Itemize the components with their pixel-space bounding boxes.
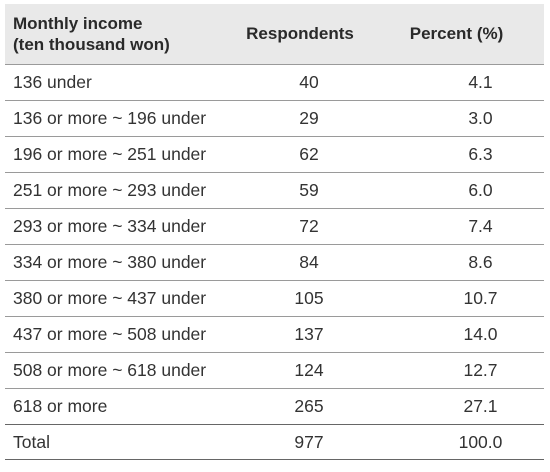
income-cell: 136 under bbox=[13, 72, 92, 92]
respondents-cell: 137 bbox=[294, 324, 324, 344]
table-row: 293 or more ~ 334 under 72 7.4 bbox=[5, 208, 544, 244]
percent-cell: 8.6 bbox=[468, 252, 493, 272]
income-cell: 196 or more ~ 251 under bbox=[13, 144, 207, 164]
table-body: 136 under 40 4.1 136 or more ~ 196 under 29 3… bbox=[5, 64, 544, 424]
table-row: 334 or more ~ 380 under 84 8.6 bbox=[5, 244, 544, 280]
percent-cell: 14.0 bbox=[463, 324, 498, 344]
total-label: Total bbox=[13, 431, 50, 452]
percent-cell: 7.4 bbox=[468, 216, 493, 236]
respondents-cell: 40 bbox=[299, 72, 319, 92]
percent-cell: 4.1 bbox=[468, 72, 493, 92]
respondents-cell: 59 bbox=[299, 180, 319, 200]
table-row: 508 or more ~ 618 under 124 12.7 bbox=[5, 352, 544, 388]
total-percent: 100.0 bbox=[458, 431, 503, 452]
income-distribution-table: Monthly income (ten thousand won) Respon… bbox=[5, 4, 544, 460]
income-cell: 380 or more ~ 437 under bbox=[13, 288, 207, 308]
income-cell: 293 or more ~ 334 under bbox=[13, 216, 207, 236]
table-row: 618 or more 265 27.1 bbox=[5, 388, 544, 424]
table-row: 437 or more ~ 508 under 137 14.0 bbox=[5, 316, 544, 352]
header-monthly-income: Monthly income (ten thousand won) bbox=[5, 13, 231, 55]
percent-cell: 27.1 bbox=[463, 396, 498, 416]
income-cell: 251 or more ~ 293 under bbox=[13, 180, 207, 200]
respondents-cell: 105 bbox=[294, 288, 324, 308]
percent-cell: 6.0 bbox=[468, 180, 493, 200]
respondents-cell: 124 bbox=[294, 360, 324, 380]
income-cell: 508 or more ~ 618 under bbox=[13, 360, 207, 380]
respondents-cell: 265 bbox=[294, 396, 324, 416]
header-income-line1: Monthly income bbox=[13, 14, 143, 33]
income-cell: 618 or more bbox=[13, 396, 108, 416]
income-cell: 334 or more ~ 380 under bbox=[13, 252, 207, 272]
table-row: 380 or more ~ 437 under 105 10.7 bbox=[5, 280, 544, 316]
percent-cell: 6.3 bbox=[468, 144, 493, 164]
table-row: 251 or more ~ 293 under 59 6.0 bbox=[5, 172, 544, 208]
percent-cell: 12.7 bbox=[463, 360, 498, 380]
respondents-cell: 29 bbox=[299, 108, 319, 128]
income-cell: 437 or more ~ 508 under bbox=[13, 324, 207, 344]
header-percent: Percent (%) bbox=[409, 24, 504, 43]
header-respondents: Respondents bbox=[246, 24, 354, 43]
table-row: 136 under 40 4.1 bbox=[5, 64, 544, 100]
table-row: 196 or more ~ 251 under 62 6.3 bbox=[5, 136, 544, 172]
respondents-cell: 84 bbox=[299, 252, 319, 272]
income-cell: 136 or more ~ 196 under bbox=[13, 108, 207, 128]
table-total-row: Total 977 100.0 bbox=[5, 424, 544, 460]
table-header: Monthly income (ten thousand won) Respon… bbox=[5, 4, 544, 64]
percent-cell: 10.7 bbox=[463, 288, 498, 308]
percent-cell: 3.0 bbox=[468, 108, 493, 128]
total-respondents: 977 bbox=[294, 431, 324, 452]
table-row: 136 or more ~ 196 under 29 3.0 bbox=[5, 100, 544, 136]
respondents-cell: 62 bbox=[299, 144, 319, 164]
respondents-cell: 72 bbox=[299, 216, 319, 236]
header-income-line2: (ten thousand won) bbox=[13, 35, 170, 54]
